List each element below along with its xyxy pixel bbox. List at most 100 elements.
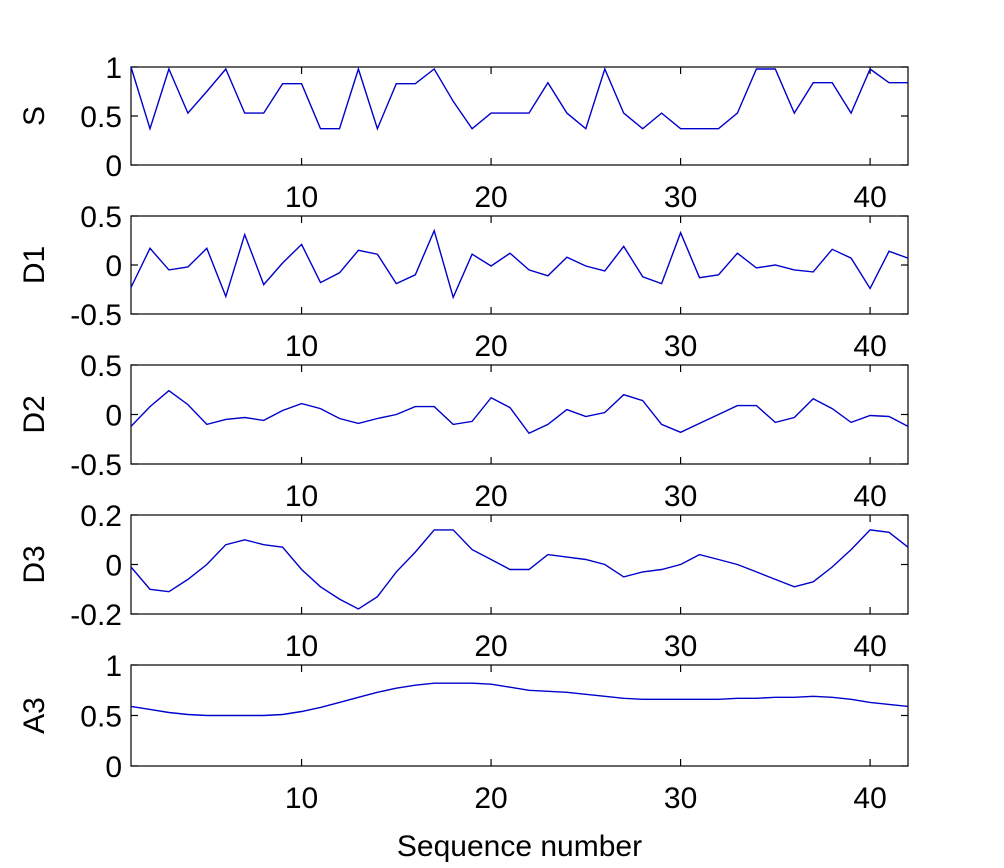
y-tick-label: 0 [105,150,122,183]
data-point [358,697,360,699]
data-point [244,715,246,717]
data-point [320,586,322,588]
data-point [433,529,435,531]
x-tick-label: 20 [474,630,507,663]
x-tick-label: 30 [664,330,697,363]
y-tick-label: -0.2 [70,599,122,632]
data-point [547,691,549,693]
data-point [320,128,322,130]
data-point [756,68,758,70]
data-point [396,283,398,285]
data-point [585,265,587,267]
data-point [149,709,151,711]
data-point [187,404,189,406]
x-tick-label: 20 [474,181,507,214]
y-tick-label: 0.5 [80,701,122,734]
data-point [604,412,606,414]
data-point [396,687,398,689]
subplot-d1: -0.5 0 0.5 10 20 30 40 D1 [18,201,909,363]
data-point [680,564,682,566]
data-point [547,82,549,84]
data-point [528,269,530,271]
data-point [490,397,492,399]
subplot-s: 0 0.5 1 10 20 30 40 S [18,52,909,214]
y-tick-label: 0 [105,751,122,784]
data-point [149,248,151,250]
data-point [225,296,227,298]
data-point [661,283,663,285]
data-point [452,529,454,531]
data-point [339,418,341,420]
data-point [282,546,284,548]
data-point [433,406,435,408]
data-point [680,232,682,234]
x-tick-label: 30 [664,181,697,214]
data-point [623,246,625,248]
x-tick-label: 30 [664,782,697,815]
data-point [888,532,890,534]
data-point [244,112,246,114]
data-point [244,234,246,236]
data-point [737,252,739,254]
data-point [604,270,606,272]
data-point [812,271,814,273]
data-point [566,409,568,411]
data-point [718,414,720,416]
data-point [680,432,682,434]
data-point [377,253,379,255]
y-tick-label: 0 [105,400,122,433]
data-point [206,248,208,250]
data-point [642,571,644,573]
series-line [130,228,909,300]
data-point [415,274,417,276]
data-point [206,564,208,566]
y-tick-label: 0.5 [80,101,122,134]
data-point [661,424,663,426]
data-point [528,690,530,692]
data-point [661,569,663,571]
data-point [623,112,625,114]
y-tick-label: 0 [105,250,122,283]
x-tick-label: 30 [664,630,697,663]
data-point [130,287,132,289]
data-point [888,82,890,84]
y-axis-label: S [18,106,51,126]
subplot-d2: -0.5 0 0.5 10 20 30 40 D2 [18,350,909,513]
y-axis-label: D3 [18,545,51,583]
data-point [415,551,417,553]
data-point [433,68,435,70]
data-point [490,559,492,561]
data-point [263,715,265,717]
data-point [206,424,208,426]
data-point [585,416,587,418]
data-point [812,398,814,400]
axes-box [130,66,909,166]
data-point [756,571,758,573]
data-point [206,715,208,717]
data-point [737,112,739,114]
data-point [737,405,739,407]
data-point [471,682,473,684]
data-point [282,410,284,412]
data-point [812,581,814,583]
axes-box [130,514,909,615]
x-tick-label: 40 [853,630,886,663]
data-point [168,269,170,271]
data-point [812,82,814,84]
data-point [130,566,132,568]
series-line [130,389,909,435]
data-point [794,697,796,699]
data-point [699,554,701,556]
data-point [907,706,909,708]
data-point [642,699,644,701]
data-point [775,697,777,699]
data-point [775,579,777,581]
data-point [225,544,227,546]
data-point [452,424,454,426]
data-point [358,250,360,252]
data-point [528,433,530,435]
data-point [187,579,189,581]
data-point [718,128,720,130]
data-point [831,82,833,84]
data-point [775,264,777,266]
